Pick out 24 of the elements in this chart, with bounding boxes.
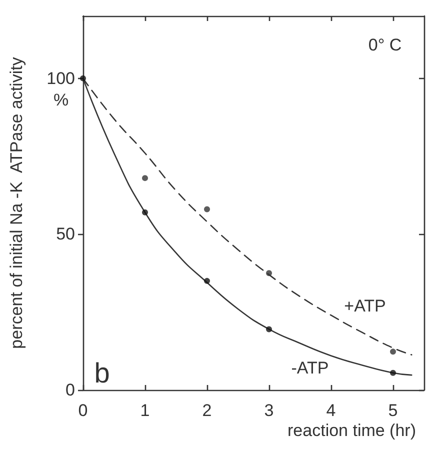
point (390, 370, 396, 376)
point (204, 206, 210, 212)
annotation: b (94, 358, 110, 388)
annotation: +ATP (344, 296, 386, 316)
point (266, 326, 272, 332)
x-tick-label: 0 (78, 401, 88, 420)
y-axis-title: percent of initial Na -K ATPase activity (7, 56, 26, 349)
x-tick-label: 2 (202, 401, 212, 420)
point (142, 209, 148, 216)
y-tick-label: 0 (66, 380, 75, 400)
annotation: 0° C (368, 36, 402, 54)
x-tick-label: 3 (264, 401, 274, 420)
x-axis-title: reaction time (hr) (288, 421, 416, 440)
y-tick-label: 50 (56, 224, 75, 244)
x-tick-label: 5 (388, 401, 398, 420)
annotation: -ATP (291, 358, 329, 378)
x-tick-label: 4 (326, 401, 336, 420)
point (142, 175, 148, 182)
x-tick-label: 1 (140, 401, 150, 420)
point (266, 270, 272, 276)
point (390, 348, 396, 355)
y-tick-label: 100 (46, 68, 75, 88)
point (204, 278, 210, 284)
text: % (53, 90, 69, 110)
